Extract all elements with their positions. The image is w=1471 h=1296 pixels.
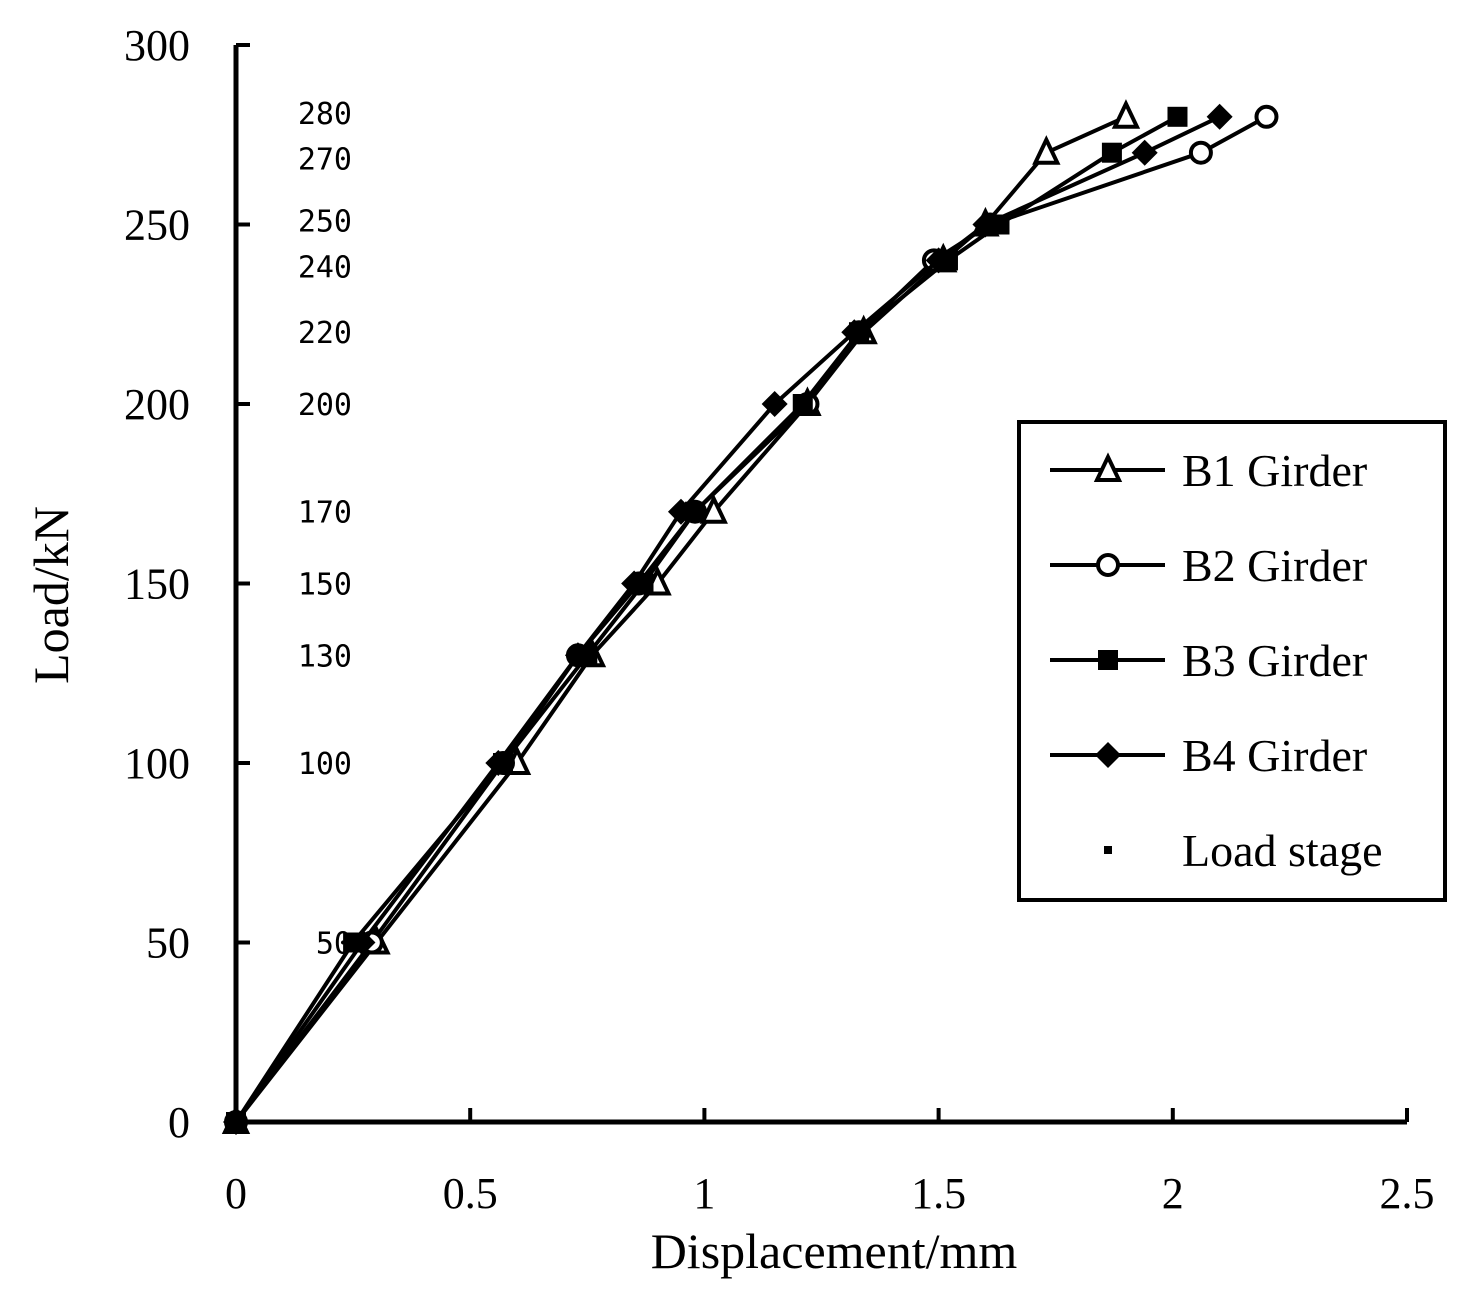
legend-marker (1096, 553, 1120, 577)
x-tick-label: 0 (225, 1169, 247, 1218)
x-tick-label: 0.5 (443, 1169, 498, 1218)
x-axis-title: Displacement/mm (651, 1223, 1018, 1279)
data-point (925, 247, 952, 274)
legend-marker (1104, 846, 1112, 854)
legend-item: B4 Girder (1050, 730, 1367, 781)
legend-marker (1093, 452, 1123, 482)
x-tick-label: 2 (1162, 1169, 1184, 1218)
load-stage-label: 170 (298, 496, 352, 531)
data-point (699, 494, 728, 524)
data-point (485, 750, 512, 776)
data-point (349, 929, 376, 956)
load-stage-label: 150 (298, 568, 352, 603)
y-tick-label: 150 (124, 560, 190, 609)
data-series (221, 99, 1279, 1135)
x-tick-label: 2.5 (1380, 1169, 1435, 1218)
legend-label: B2 Girder (1182, 540, 1367, 591)
load-stage-label: 250 (298, 205, 352, 240)
y-tick-label: 200 (124, 380, 190, 429)
legend-label: B1 Girder (1182, 445, 1367, 496)
axes (233, 43, 1409, 1125)
data-point (841, 319, 868, 346)
tick-labels: 0 50 100 150 200 250 300 0 0.5 1 1.5 2 2.5 (124, 21, 1435, 1218)
legend-item: Load stage (1104, 825, 1383, 876)
legend-item: B2 Girder (1050, 540, 1367, 591)
y-tick-label: 300 (124, 21, 190, 70)
data-point (564, 642, 591, 669)
load-stage-label: 240 (298, 250, 352, 285)
legend-item: B3 Girder (1050, 635, 1367, 686)
data-point (1188, 140, 1213, 165)
legend-marker (1098, 650, 1118, 670)
data-point (685, 501, 706, 522)
data-point (1131, 139, 1158, 166)
series-4 (223, 103, 1233, 1135)
y-tick-label: 250 (124, 201, 190, 250)
y-tick-label: 0 (168, 1098, 190, 1147)
series-1 (221, 99, 1141, 1134)
legend-label: B3 Girder (1182, 635, 1367, 686)
y-tick-label: 50 (146, 919, 190, 968)
data-point (1206, 103, 1233, 130)
x-tick-label: 1.5 (911, 1169, 966, 1218)
load-stage-label: 200 (298, 388, 352, 423)
data-point (1101, 142, 1122, 163)
data-point (792, 394, 813, 414)
load-stage-label: 130 (298, 639, 352, 674)
legend-item: B1 Girder (1050, 445, 1367, 496)
data-point (972, 211, 999, 238)
series-line (234, 114, 1127, 1124)
data-point (761, 391, 788, 417)
data-point (621, 570, 648, 597)
y-axis-title: Load/kN (23, 506, 79, 684)
data-point (223, 1109, 249, 1135)
data-point (667, 498, 694, 525)
x-tick-label: 1 (693, 1169, 715, 1218)
series-line (234, 114, 1221, 1124)
load-stage-label: 100 (298, 747, 352, 782)
data-point (1111, 99, 1141, 129)
load-stage-label: 270 (298, 143, 352, 178)
legend-marker (1095, 742, 1121, 768)
load-stage-label: 220 (298, 316, 352, 351)
data-point (1167, 106, 1188, 127)
data-point (1254, 104, 1279, 129)
legend-label: Load stage (1182, 825, 1383, 876)
legend-label: B4 Girder (1182, 730, 1367, 781)
y-tick-label: 100 (124, 739, 190, 788)
legend: B1 Girder B2 Girder B3 Girder B4 Girder Load… (1017, 420, 1447, 902)
load-stage-label: 280 (298, 97, 352, 132)
data-point (1032, 135, 1061, 165)
